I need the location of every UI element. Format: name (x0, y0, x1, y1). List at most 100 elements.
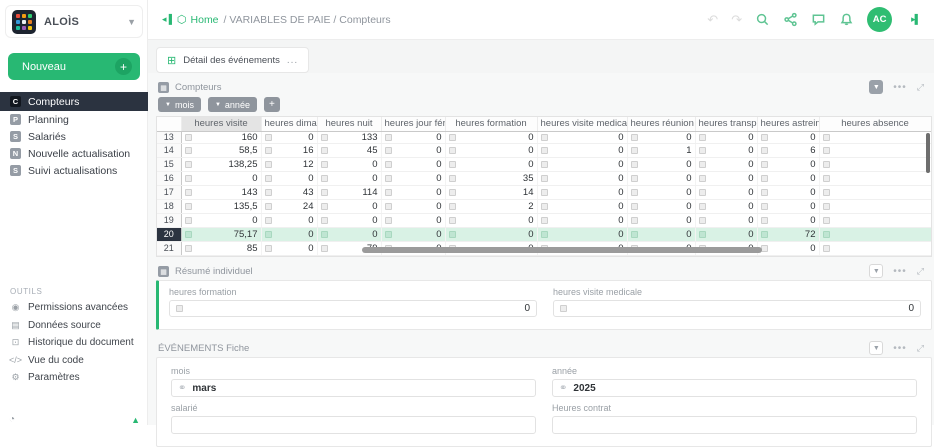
cell-checkbox[interactable] (698, 230, 706, 238)
cell-checkbox[interactable] (184, 230, 192, 238)
table-cell[interactable]: 0 (445, 213, 538, 228)
search-icon[interactable] (755, 12, 770, 27)
cell-checkbox[interactable] (320, 160, 328, 168)
table-cell[interactable]: 0 (381, 199, 446, 214)
cell-checkbox[interactable] (630, 216, 638, 224)
cell-checkbox[interactable] (320, 216, 328, 224)
table-cell[interactable]: 0 (695, 143, 758, 158)
table-cell[interactable]: 0 (627, 199, 696, 214)
sidebar-item-compteurs[interactable]: C Compteurs (0, 92, 148, 111)
cell-checkbox[interactable] (540, 174, 548, 182)
cell-checkbox[interactable] (264, 202, 272, 210)
cell-checkbox[interactable] (264, 230, 272, 238)
cell-checkbox[interactable] (630, 160, 638, 168)
table-cell[interactable]: 0 (757, 199, 820, 214)
table-cell[interactable]: 0 (695, 199, 758, 214)
cell-checkbox[interactable] (760, 188, 768, 196)
sidebar-bottom-item[interactable]: ◔ ▲ (0, 414, 148, 425)
cell-checkbox[interactable] (184, 202, 192, 210)
table-cell[interactable]: 0 (317, 213, 382, 228)
tab-menu-icon[interactable]: ... (286, 54, 299, 66)
expand-icon[interactable]: ⤢ (916, 342, 924, 353)
table-cell[interactable]: 0 (695, 213, 758, 228)
cell-checkbox[interactable] (540, 188, 548, 196)
table-cell[interactable]: 24 (261, 199, 318, 214)
cell-checkbox[interactable] (448, 133, 456, 141)
table-cell[interactable]: 0 (381, 171, 446, 186)
table-row[interactable]: 17 143 43 114 0 14 0 0 0 0 (157, 185, 931, 200)
table-cell[interactable]: 0 (381, 213, 446, 228)
table-cell[interactable]: 0 (695, 157, 758, 172)
expand-icon[interactable]: ⤢ (916, 81, 924, 92)
add-filter-button[interactable]: + (263, 97, 280, 112)
cell-checkbox[interactable] (698, 146, 706, 154)
table-cell[interactable]: 0 (261, 131, 318, 144)
table-cell[interactable] (819, 241, 931, 256)
table-row[interactable]: 14 58,5 16 45 0 0 0 1 0 6 (157, 143, 931, 158)
table-cell[interactable]: 133 (317, 131, 382, 144)
tool-item-historique-du-document[interactable]: ⊡ Historique du document (0, 334, 148, 352)
cell-checkbox[interactable] (448, 216, 456, 224)
row-number[interactable]: 20 (157, 227, 182, 242)
table-cell[interactable]: 0 (445, 157, 538, 172)
table-cell[interactable]: 0 (695, 185, 758, 200)
tab-detail-evenements[interactable]: ⊞ Détail des événements ... (156, 47, 310, 73)
cell-checkbox[interactable] (822, 244, 830, 252)
cell-checkbox[interactable] (320, 202, 328, 210)
table-row[interactable]: 18 135,5 24 0 0 2 0 0 0 0 (157, 199, 931, 214)
table-cell[interactable]: 85 (181, 241, 262, 256)
column-header-heures formation[interactable]: heures formation (445, 117, 538, 132)
cell-checkbox[interactable] (264, 244, 272, 252)
table-cell[interactable]: 114 (317, 185, 382, 200)
table-cell[interactable]: 0 (537, 131, 628, 144)
horizontal-scrollbar[interactable] (362, 247, 762, 253)
column-header-heures visite[interactable]: heures visite (181, 117, 262, 132)
sidebar-item-planning[interactable]: P Planning (0, 111, 148, 128)
tool-item-param-tres[interactable]: ⚙ Paramètres (0, 369, 148, 387)
cell-checkbox[interactable] (184, 160, 192, 168)
cell-checkbox[interactable] (320, 188, 328, 196)
table-cell[interactable]: 0 (537, 199, 628, 214)
new-button[interactable]: Nouveau + (8, 53, 140, 80)
table-cell[interactable]: 0 (181, 213, 262, 228)
field-checkbox[interactable] (176, 305, 183, 312)
table-cell[interactable]: 0 (537, 213, 628, 228)
cell-checkbox[interactable] (264, 188, 272, 196)
table-cell[interactable]: 0 (261, 227, 318, 242)
table-cell[interactable]: 35 (445, 171, 538, 186)
cell-checkbox[interactable] (630, 133, 638, 141)
table-cell[interactable]: 0 (381, 157, 446, 172)
table-cell[interactable] (819, 185, 931, 200)
table-cell[interactable]: 0 (627, 213, 696, 228)
table-cell[interactable]: 0 (445, 143, 538, 158)
field-input-salari-[interactable] (171, 416, 536, 434)
table-cell[interactable]: 0 (757, 171, 820, 186)
table-cell[interactable]: 0 (381, 143, 446, 158)
table-cell[interactable]: 0 (261, 241, 318, 256)
cell-checkbox[interactable] (760, 216, 768, 224)
cell-checkbox[interactable] (540, 230, 548, 238)
table-cell[interactable] (819, 131, 931, 144)
cell-checkbox[interactable] (698, 188, 706, 196)
filter-button-année[interactable]: ▼ année (207, 97, 257, 112)
row-number[interactable]: 18 (157, 199, 182, 214)
filter-icon[interactable]: ▼ (869, 341, 884, 355)
table-cell[interactable]: 0 (261, 171, 318, 186)
column-header-heures nuit[interactable]: heures nuit (317, 117, 382, 132)
table-cell[interactable]: 0 (537, 171, 628, 186)
cell-checkbox[interactable] (264, 174, 272, 182)
cell-checkbox[interactable] (822, 133, 830, 141)
field-input-heures-formation[interactable]: 0 (169, 300, 537, 317)
cell-checkbox[interactable] (184, 188, 192, 196)
cell-checkbox[interactable] (698, 216, 706, 224)
row-number[interactable]: 14 (157, 143, 182, 158)
cell-checkbox[interactable] (822, 216, 830, 224)
cell-checkbox[interactable] (760, 160, 768, 168)
cell-checkbox[interactable] (320, 230, 328, 238)
cell-checkbox[interactable] (264, 133, 272, 141)
cell-checkbox[interactable] (822, 202, 830, 210)
cell-checkbox[interactable] (760, 230, 768, 238)
more-icon[interactable]: ••• (893, 342, 907, 354)
cell-checkbox[interactable] (448, 230, 456, 238)
sidebar-item-suivi-actualisations[interactable]: S Suivi actualisations (0, 162, 148, 179)
